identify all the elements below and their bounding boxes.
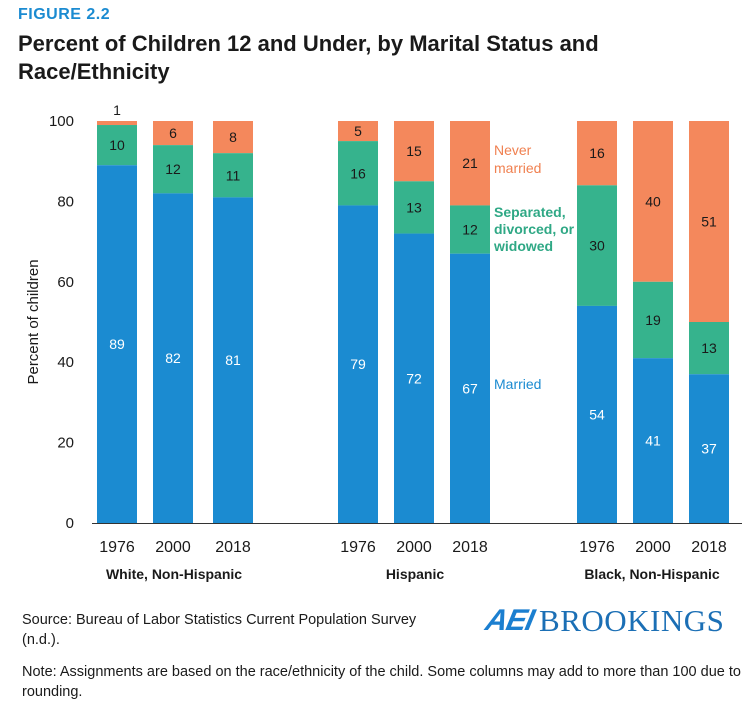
data-label-separated: 30	[589, 238, 605, 254]
data-label-never: 1	[113, 102, 121, 118]
data-label-married: 72	[406, 370, 422, 386]
chart-title: Percent of Children 12 and Under, by Mar…	[18, 31, 599, 84]
data-label-separated: 11	[226, 167, 241, 183]
y-tick-label: 40	[57, 354, 74, 371]
bar-separated	[394, 181, 434, 234]
bar-married	[213, 197, 253, 523]
bar-married	[394, 233, 434, 523]
x-tick-label: 2000	[396, 539, 432, 556]
y-tick-label: 100	[49, 113, 74, 130]
data-label-married: 89	[109, 336, 125, 352]
legend-never-married: married	[494, 160, 541, 176]
data-label-never: 21	[462, 155, 478, 171]
x-tick-label: 2000	[635, 539, 671, 556]
data-label-never: 40	[645, 193, 661, 209]
y-tick-label: 60	[57, 274, 74, 291]
data-label-married: 82	[165, 350, 181, 366]
x-tick-label: 1976	[99, 539, 135, 556]
x-tick-label: 1976	[340, 539, 376, 556]
group-label: Black, Non-Hispanic	[584, 566, 720, 582]
legend-never-married: Never	[494, 142, 532, 158]
logo-brookings: BROOKINGS	[539, 603, 725, 638]
data-label-never: 16	[589, 145, 605, 161]
data-label-married: 81	[225, 352, 241, 368]
bar-never-married	[577, 121, 617, 186]
bar-married	[450, 253, 490, 523]
data-label-married: 54	[589, 406, 605, 422]
data-label-never: 6	[169, 125, 177, 141]
data-label-married: 41	[645, 433, 661, 449]
aei-brookings-logo: AEI BROOKINGS	[483, 603, 725, 638]
bar-married	[338, 205, 378, 524]
y-tick-label: 80	[57, 193, 74, 210]
data-label-married: 67	[462, 380, 478, 396]
data-label-never: 15	[406, 143, 422, 159]
data-label-separated: 12	[462, 222, 478, 238]
bar-never-married	[394, 121, 434, 182]
bar-separated	[153, 145, 193, 194]
bar-separated	[97, 125, 137, 166]
data-label-separated: 16	[350, 165, 366, 181]
bar-married	[689, 374, 729, 523]
data-label-never: 51	[701, 214, 717, 230]
bar-separated	[450, 205, 490, 254]
bar-never-married	[689, 121, 729, 322]
y-tick-label: 0	[66, 515, 74, 532]
bar-separated	[689, 322, 729, 375]
data-label-separated: 10	[109, 137, 125, 153]
y-axis-label: Percent of children	[25, 259, 42, 384]
legend-separated: widowed	[493, 238, 553, 254]
figure-label: FIGURE 2.2	[18, 6, 111, 23]
bar-separated	[577, 185, 617, 306]
x-tick-label: 2018	[691, 539, 727, 556]
data-label-married: 79	[350, 356, 366, 372]
x-tick-label: 2000	[155, 539, 191, 556]
source-text: Source: Bureau of Labor Statistics Curre…	[22, 612, 417, 648]
legend-separated: divorced, or	[494, 221, 575, 237]
y-tick-label: 20	[57, 435, 74, 452]
data-label-separated: 19	[645, 312, 661, 328]
bar-separated	[213, 153, 253, 198]
data-label-never: 8	[229, 129, 237, 145]
x-tick-label: 1976	[579, 539, 615, 556]
bar-separated	[633, 281, 673, 359]
group-label: White, Non-Hispanic	[106, 566, 242, 582]
data-label-married: 37	[701, 441, 717, 457]
bar-married	[97, 165, 137, 523]
x-tick-label: 2018	[215, 539, 251, 556]
x-tick-label: 2018	[452, 539, 488, 556]
legend-married: Married	[494, 376, 541, 392]
data-label-separated: 13	[406, 199, 422, 215]
data-label-separated: 12	[165, 161, 181, 177]
data-label-separated: 13	[701, 340, 717, 356]
bar-married	[153, 193, 193, 524]
bar-never-married	[153, 121, 193, 146]
bar-separated	[338, 141, 378, 206]
logo-aei: AEI	[482, 604, 537, 637]
bar-never-married	[633, 121, 673, 282]
data-label-never: 5	[354, 123, 362, 139]
bar-never-married	[450, 121, 490, 206]
bar-never-married	[97, 121, 137, 126]
note-text: Note: Assignments are based on the race/…	[22, 664, 741, 700]
legend-separated: Separated,	[494, 204, 566, 220]
bar-never-married	[213, 121, 253, 154]
bar-married	[633, 358, 673, 523]
group-label: Hispanic	[386, 566, 445, 582]
bar-married	[577, 305, 617, 523]
bar-never-married	[338, 121, 378, 142]
